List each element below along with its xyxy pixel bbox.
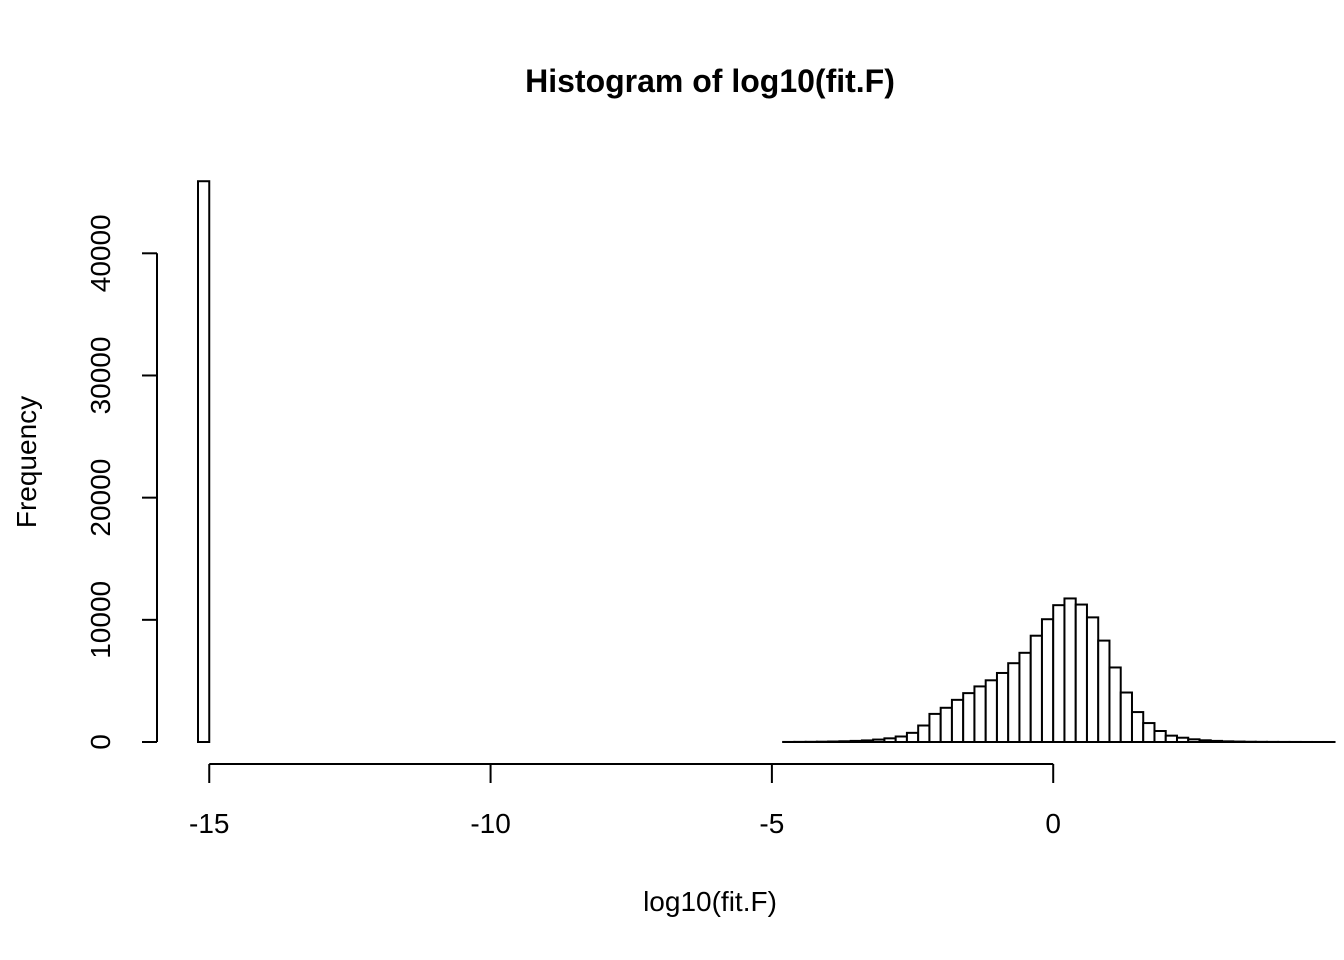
x-tick-label: 0 [1045,808,1061,839]
histogram-bar [1063,597,1077,744]
histogram-bar [1018,651,1032,743]
histogram-bar [984,679,998,743]
histogram-bars [197,180,1336,744]
histogram-bar [1108,666,1122,743]
histogram-bar [883,737,897,744]
histogram-bar [962,692,976,744]
histogram-bar [1153,730,1167,743]
histogram-bar [1119,691,1133,744]
x-tick-label: -15 [189,808,229,839]
histogram-bar [838,740,852,744]
histogram-bar [1130,711,1145,744]
histogram-bar [950,698,965,743]
y-tick-label: 20000 [85,459,116,537]
histogram-bar [905,731,920,744]
y-tick-label: 40000 [85,214,116,292]
x-tick-label: -10 [470,808,510,839]
histogram-bar [872,738,886,743]
histogram-bar [1187,738,1201,743]
histogram-bar [197,180,211,744]
histogram-bar [1074,603,1088,743]
histogram-bar [1198,739,1212,743]
histogram-bar [1175,736,1190,743]
histogram-bar [939,706,953,743]
chart-title: Histogram of log10(fit.F) [525,63,895,99]
y-tick-label: 30000 [85,337,116,415]
x-tick-label: -5 [759,808,784,839]
histogram-bar [973,685,987,743]
histogram-bar [1142,722,1156,743]
x-axis: -15 -10 -5 0 [189,763,1061,839]
histogram-bar [1007,662,1021,744]
y-axis-label: Frequency [11,396,42,528]
histogram-bar [1209,739,1223,744]
histogram-bar [1085,616,1100,744]
histogram-bar [849,739,863,744]
histogram-bar [1164,734,1178,744]
histogram-bar [1040,618,1055,743]
histogram-bar [917,724,931,744]
histogram-bar [894,735,908,743]
histogram-bar [1052,604,1066,743]
y-axis: 0 10000 20000 30000 40000 [85,214,158,750]
histogram-bar [1029,634,1043,744]
y-tick-label: 10000 [85,581,116,659]
x-axis-label: log10(fit.F) [643,886,777,917]
histogram-bar [860,739,875,743]
histogram-bar [1221,740,1235,744]
y-tick-label: 0 [85,734,116,750]
histogram-bar [995,671,1010,743]
histogram-bar [1097,639,1111,743]
histogram-bar [928,712,942,744]
